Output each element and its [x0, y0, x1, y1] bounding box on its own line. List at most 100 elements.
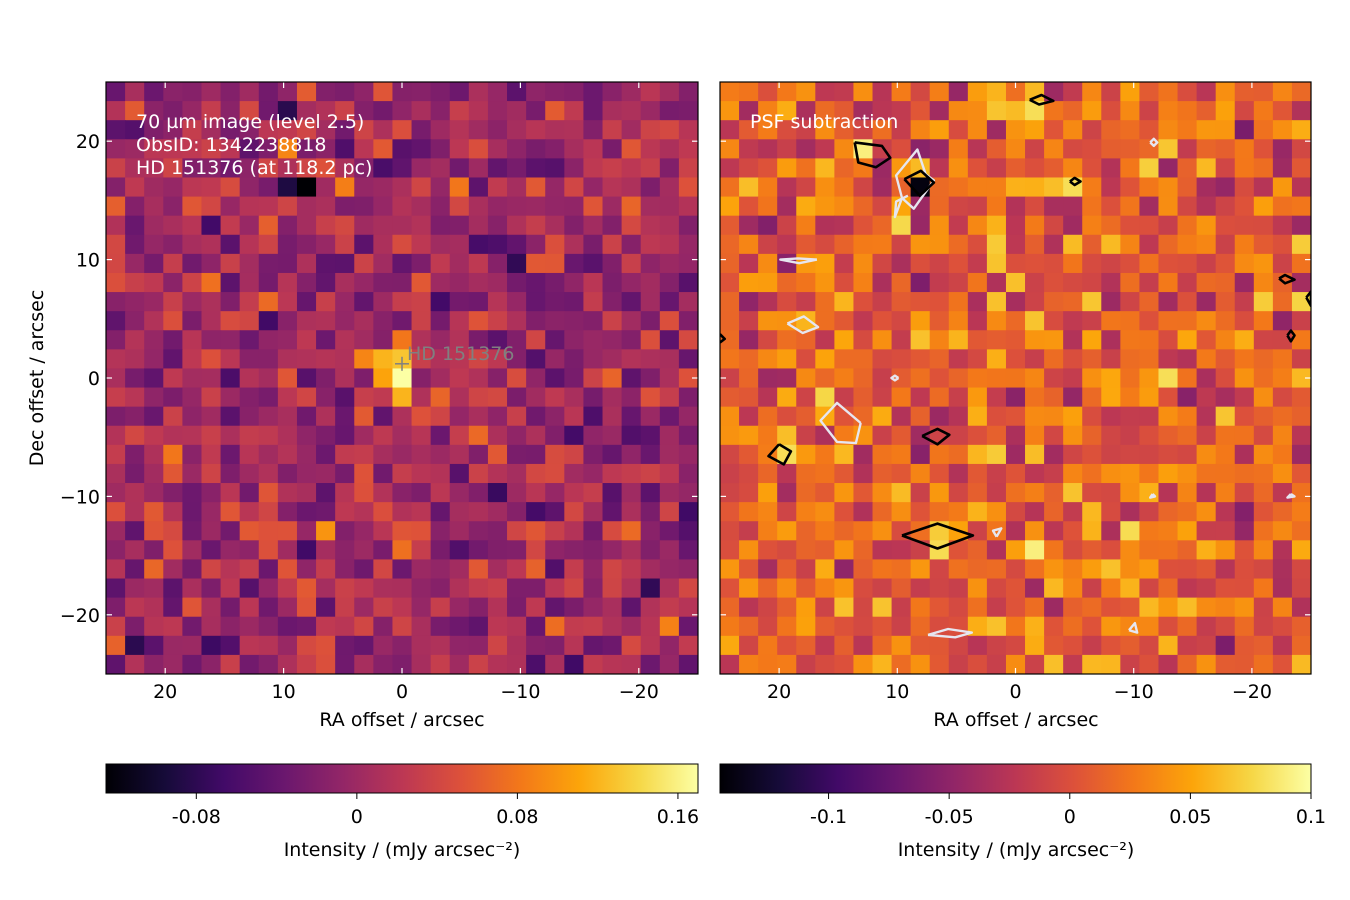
heatmap-cell — [796, 502, 816, 522]
heatmap-cell — [526, 234, 546, 255]
heatmap-cell — [1196, 330, 1217, 350]
heatmap-cell — [834, 387, 855, 408]
heatmap-cell — [796, 616, 816, 637]
heatmap-cell — [449, 330, 470, 350]
heatmap-cell — [335, 139, 355, 159]
heatmap-cell — [739, 120, 759, 140]
heatmap-cell — [335, 215, 355, 236]
heatmap-cell — [834, 368, 855, 389]
heatmap-cell — [182, 616, 203, 637]
heatmap-cell — [316, 559, 336, 580]
contour-black — [1305, 290, 1311, 308]
heatmap-cell — [1253, 234, 1274, 255]
heatmap-cell — [1177, 425, 1198, 446]
heatmap-cell — [1063, 559, 1083, 580]
heatmap-cell — [777, 654, 797, 674]
heatmap-cell — [335, 311, 355, 331]
heatmap-cell — [144, 559, 164, 580]
heatmap-cell — [163, 578, 183, 599]
heatmap-cell — [526, 559, 546, 580]
heatmap-cell — [1005, 139, 1026, 159]
heatmap-cell — [777, 425, 797, 446]
heatmap-cell — [1291, 654, 1311, 674]
heatmap-cell — [468, 234, 489, 255]
heatmap-cell — [739, 540, 759, 561]
heatmap-cell — [1025, 559, 1045, 580]
heatmap-cell — [659, 120, 680, 140]
heatmap-cell — [1044, 368, 1064, 389]
heatmap-cell — [1234, 101, 1255, 121]
heatmap-cell — [967, 540, 988, 561]
heatmap-cell — [182, 368, 203, 389]
heatmap-cell — [239, 234, 260, 255]
heatmap-cell — [239, 139, 260, 159]
heatmap-cell — [758, 463, 778, 484]
heatmap-cell — [545, 521, 565, 541]
heatmap-cell — [392, 330, 413, 350]
heatmap-cell — [125, 444, 145, 465]
heatmap-cell — [720, 578, 740, 599]
heatmap-cell — [853, 444, 874, 465]
heatmap-cell — [220, 425, 241, 446]
heatmap-cell — [125, 330, 145, 350]
heatmap-cell — [1082, 158, 1102, 179]
heatmap-cell — [621, 101, 642, 121]
heatmap-cell — [296, 521, 317, 541]
colorbar-tick-label: 0.05 — [1169, 806, 1211, 828]
heatmap-cell — [1272, 311, 1293, 331]
heatmap-cell — [239, 635, 260, 656]
heatmap-cell — [296, 540, 317, 561]
heatmap-cell — [564, 177, 585, 198]
heatmap-cell — [430, 349, 451, 370]
heatmap-cell — [430, 196, 451, 217]
heatmap-cell — [125, 406, 145, 427]
heatmap-cell — [1291, 483, 1311, 503]
heatmap-cell — [430, 368, 451, 389]
heatmap-cell — [583, 101, 604, 121]
heatmap-cell — [106, 349, 126, 370]
heatmap-cell — [1234, 330, 1255, 350]
heatmap-cell — [853, 463, 874, 484]
heatmap-cell — [640, 521, 661, 541]
heatmap-cell — [815, 387, 835, 408]
heatmap-cell — [411, 253, 432, 274]
heatmap-cell — [815, 635, 835, 656]
heatmap-cell — [602, 101, 623, 121]
heatmap-cell — [373, 120, 394, 140]
heatmap-cell — [967, 311, 988, 331]
heatmap-cell — [201, 406, 222, 427]
contour-black — [1069, 176, 1082, 187]
heatmap-cell — [1005, 177, 1026, 198]
heatmap-cell — [1253, 540, 1274, 561]
heatmap-cell — [125, 578, 145, 599]
heatmap-cell — [106, 597, 126, 618]
heatmap-cell — [1272, 234, 1293, 255]
heatmap-cell — [564, 635, 585, 656]
heatmap-cell — [258, 158, 279, 179]
heatmap-cell — [720, 196, 740, 217]
heatmap-cell — [1253, 502, 1274, 522]
heatmap-cell — [296, 635, 317, 656]
heatmap-cell — [1025, 387, 1045, 408]
contour-white — [1128, 621, 1139, 634]
heatmap-cell — [815, 349, 835, 370]
heatmap-cell — [739, 311, 759, 331]
heatmap-cell — [564, 139, 585, 159]
heatmap-cell — [487, 654, 508, 674]
heatmap-cell — [621, 578, 642, 599]
heatmap-cell — [201, 387, 222, 408]
heatmap-cell — [201, 139, 222, 159]
heatmap-cell — [1215, 311, 1236, 331]
heatmap-cell — [948, 463, 969, 484]
heatmap-cell — [1101, 654, 1121, 674]
heatmap-cell — [678, 311, 698, 331]
heatmap-cell — [872, 215, 893, 236]
x-tick-label: 0 — [1009, 681, 1021, 703]
heatmap-cell — [411, 483, 432, 503]
heatmap-cell — [430, 120, 451, 140]
heatmap-cell — [872, 406, 893, 427]
heatmap-cell — [948, 483, 969, 503]
heatmap-cell — [163, 368, 183, 389]
heatmap-cell — [201, 234, 222, 255]
heatmap-cell — [373, 521, 394, 541]
